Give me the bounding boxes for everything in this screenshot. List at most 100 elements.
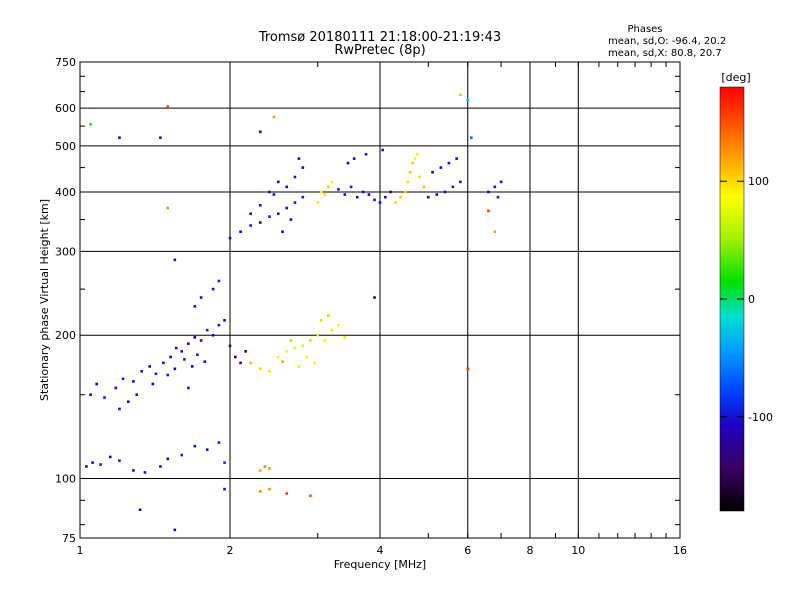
data-point (173, 528, 177, 532)
data-point (493, 230, 497, 234)
data-point (459, 93, 462, 97)
data-point (205, 328, 209, 332)
data-point (367, 193, 371, 196)
data-point (443, 190, 447, 194)
data-point (364, 152, 368, 156)
data-point (223, 318, 226, 322)
data-points (85, 93, 503, 532)
data-point (349, 185, 353, 189)
data-point (496, 195, 500, 199)
data-point (276, 212, 280, 216)
data-point (323, 193, 327, 196)
data-point (337, 188, 340, 191)
data-point (249, 212, 252, 216)
data-point (159, 465, 162, 468)
data-point (281, 360, 284, 363)
data-point (330, 180, 334, 184)
data-point (199, 339, 203, 342)
data-point (173, 258, 177, 262)
y-tick-label: 200 (55, 329, 76, 342)
data-point (337, 323, 340, 327)
data-point (263, 465, 267, 468)
data-point (343, 336, 347, 339)
data-point (162, 361, 165, 365)
y-tick-label: 400 (55, 186, 76, 199)
data-point (258, 130, 262, 134)
data-point (190, 365, 194, 368)
data-point (258, 203, 262, 207)
x-axis-label: Frequency [MHz] (334, 558, 426, 571)
data-point (239, 361, 242, 365)
data-point (373, 198, 376, 202)
data-point (258, 221, 262, 224)
data-point (426, 195, 430, 199)
data-point (268, 487, 271, 491)
grid-lines (80, 62, 680, 538)
data-point (121, 377, 125, 381)
data-point (217, 323, 221, 327)
data-point (187, 386, 190, 390)
data-point (211, 287, 215, 291)
data-point (413, 157, 417, 160)
data-point (91, 461, 94, 464)
stats-line-x: mean, sd,X: 80.8, 20.7 (608, 48, 722, 59)
data-point (384, 195, 387, 199)
data-point (180, 453, 184, 457)
data-point (459, 180, 462, 184)
y-ticks: 75 100 200 300 400 500 600 750 (55, 56, 680, 545)
y-tick-label: 500 (55, 140, 76, 153)
data-point (159, 136, 162, 140)
data-point (389, 190, 392, 194)
data-point (234, 355, 237, 359)
data-point (173, 367, 177, 371)
data-point (378, 201, 382, 204)
data-point (118, 459, 121, 463)
data-point (211, 333, 215, 337)
data-point (89, 122, 92, 126)
data-point (309, 494, 312, 498)
data-point (309, 339, 312, 342)
data-point (312, 361, 316, 365)
data-point (118, 136, 121, 140)
data-point (487, 209, 490, 213)
data-point (285, 185, 289, 189)
colorbar-label: [deg] (721, 71, 750, 84)
data-point (132, 469, 135, 472)
data-point (196, 353, 199, 357)
data-point (239, 230, 242, 234)
data-point (293, 201, 297, 204)
data-point (89, 393, 92, 397)
colorbar-tick-label: 100 (748, 175, 769, 188)
data-point (228, 344, 232, 348)
data-point (126, 400, 130, 404)
data-point (268, 215, 271, 218)
colorbar-ticks: 100 0 -100 (720, 175, 773, 424)
data-point (203, 360, 207, 363)
data-point (381, 148, 384, 152)
data-point (355, 195, 359, 199)
data-point (140, 369, 144, 373)
data-point (293, 175, 297, 179)
data-point (447, 161, 451, 165)
data-point (330, 328, 334, 332)
stats-heading: Phases (627, 24, 662, 35)
data-point (223, 461, 226, 464)
data-point (411, 161, 414, 165)
x-tick-label: 10 (571, 544, 585, 557)
data-point (249, 224, 252, 227)
y-tick-label: 300 (55, 245, 76, 258)
data-point (418, 175, 421, 179)
data-point (268, 190, 271, 194)
data-point (293, 346, 297, 350)
data-point (85, 465, 88, 468)
data-point (148, 365, 152, 368)
data-point (95, 382, 98, 386)
data-point (499, 180, 503, 184)
data-point (258, 367, 262, 371)
data-point (99, 463, 102, 466)
data-point (217, 279, 221, 283)
data-point (166, 457, 170, 461)
x-tick-label: 2 (227, 544, 234, 557)
data-point (470, 136, 473, 140)
x-ticks: 1 2 4 6 8 10 16 (77, 62, 687, 557)
